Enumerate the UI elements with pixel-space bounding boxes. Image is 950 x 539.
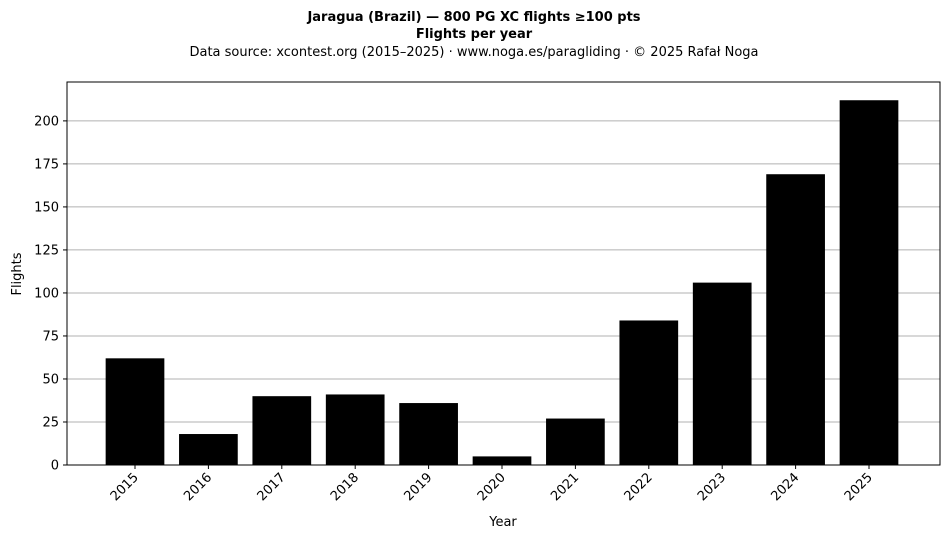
y-axis: 0 25 50 75 100 125 150 175 200 <box>34 114 67 474</box>
bar-2022 <box>619 320 679 465</box>
bar-2025 <box>839 100 899 465</box>
y-tick-label: 100 <box>34 286 59 301</box>
chart-source: Data source: xcontest.org (2015–2025) · … <box>189 45 758 60</box>
y-tick-label: 175 <box>34 157 59 172</box>
x-tick-label: 2019 <box>401 470 435 504</box>
bar-2020 <box>472 456 532 465</box>
x-tick-label: 2016 <box>181 470 215 504</box>
y-tick-label: 150 <box>34 200 59 215</box>
bar-2019 <box>399 403 458 465</box>
plot-frame <box>66 81 941 466</box>
x-axis-label: Year <box>488 515 517 530</box>
bar-2024 <box>766 174 825 465</box>
x-axis: 2015 2016 2017 2018 2019 2020 2021 2022 2023 2024… <box>108 465 876 504</box>
chart-title: Jaragua (Brazil) — 800 PG XC flights ≥10… <box>306 10 640 25</box>
bar-2017 <box>252 396 312 465</box>
bar-2023 <box>692 282 752 465</box>
y-tick-label: 75 <box>42 329 59 344</box>
x-tick-label: 2017 <box>255 470 289 504</box>
y-tick-label: 25 <box>42 415 59 430</box>
y-tick-label: 200 <box>34 114 59 129</box>
bar-2018 <box>325 394 385 465</box>
bar-2021 <box>546 418 605 465</box>
chart-subtitle: Flights per year <box>416 27 533 42</box>
x-tick-label: 2024 <box>768 470 802 504</box>
bar-2015 <box>105 358 165 465</box>
x-tick-label: 2020 <box>475 470 509 504</box>
y-tick-label: 50 <box>42 372 59 387</box>
x-tick-label: 2015 <box>108 470 142 504</box>
bars <box>105 100 899 465</box>
y-tick-label: 125 <box>34 243 59 258</box>
y-axis-label: Flights <box>10 252 25 295</box>
x-tick-label: 2018 <box>328 470 362 504</box>
gridlines <box>67 120 940 466</box>
x-tick-label: 2023 <box>695 470 729 504</box>
x-tick-label: 2021 <box>548 470 582 504</box>
x-tick-label: 2022 <box>622 470 656 504</box>
y-tick-label: 0 <box>51 459 59 474</box>
x-tick-label: 2025 <box>842 470 876 504</box>
bar-2016 <box>179 434 238 465</box>
